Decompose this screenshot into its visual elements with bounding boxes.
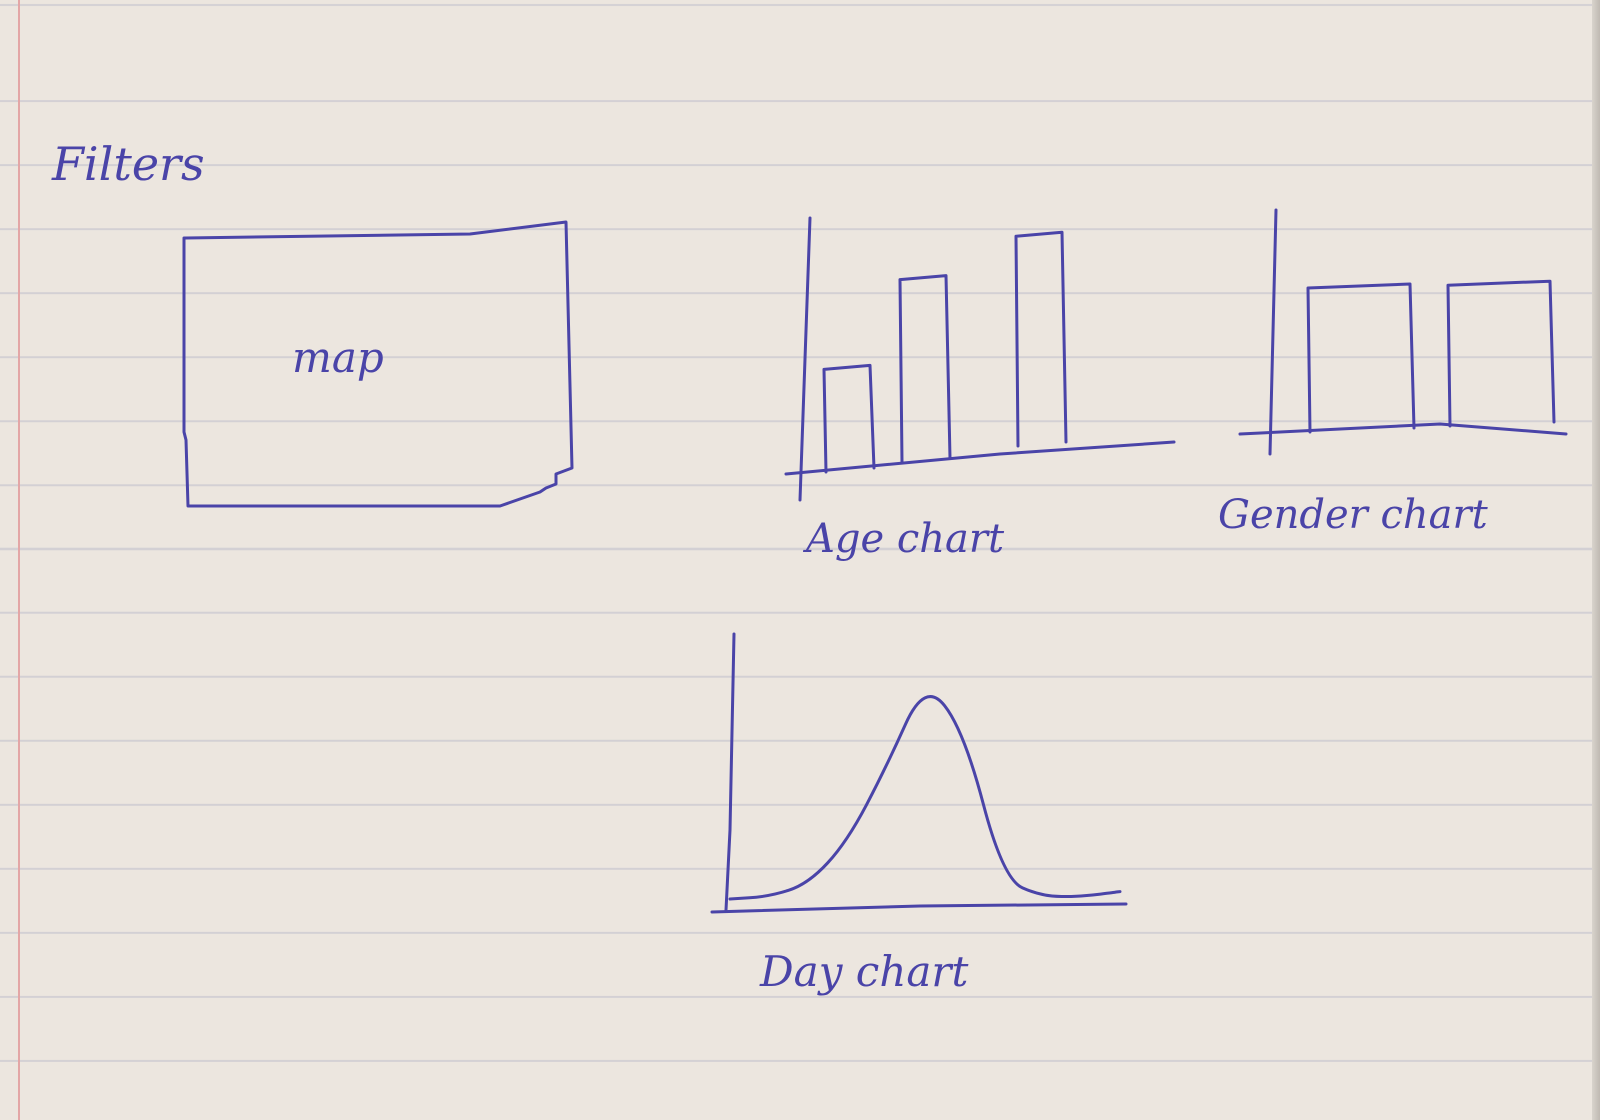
gender-chart: Gender chart — [1218, 208, 1568, 538]
margin-line — [18, 0, 20, 1120]
age-chart-caption: Age chart — [802, 516, 1005, 562]
day-chart-y-axis — [724, 632, 736, 912]
day-chart: Day chart — [710, 632, 1128, 996]
gender-chart-bars — [1306, 279, 1556, 434]
gender-chart-y-axis — [1268, 208, 1278, 456]
age-bar-3 — [1014, 230, 1068, 448]
map-frame — [182, 220, 574, 508]
day-chart-x-axis — [710, 902, 1128, 914]
age-chart-y-axis — [798, 216, 812, 502]
page-edge — [1592, 0, 1600, 1120]
age-chart-x-axis — [784, 440, 1176, 476]
filters-heading: Filters — [51, 137, 205, 191]
map-panel: map — [182, 220, 574, 508]
gender-chart-x-axis — [1238, 422, 1568, 436]
age-bar-2 — [898, 274, 952, 464]
map-label: map — [292, 333, 384, 382]
age-chart: Age chart — [784, 216, 1176, 562]
gender-chart-caption: Gender chart — [1218, 492, 1489, 538]
age-bar-1 — [822, 363, 876, 474]
day-chart-caption: Day chart — [759, 947, 968, 996]
gender-bar-1 — [1306, 282, 1416, 434]
gender-bar-2 — [1446, 279, 1556, 428]
age-chart-bars — [822, 230, 1068, 474]
day-chart-line — [728, 695, 1122, 901]
